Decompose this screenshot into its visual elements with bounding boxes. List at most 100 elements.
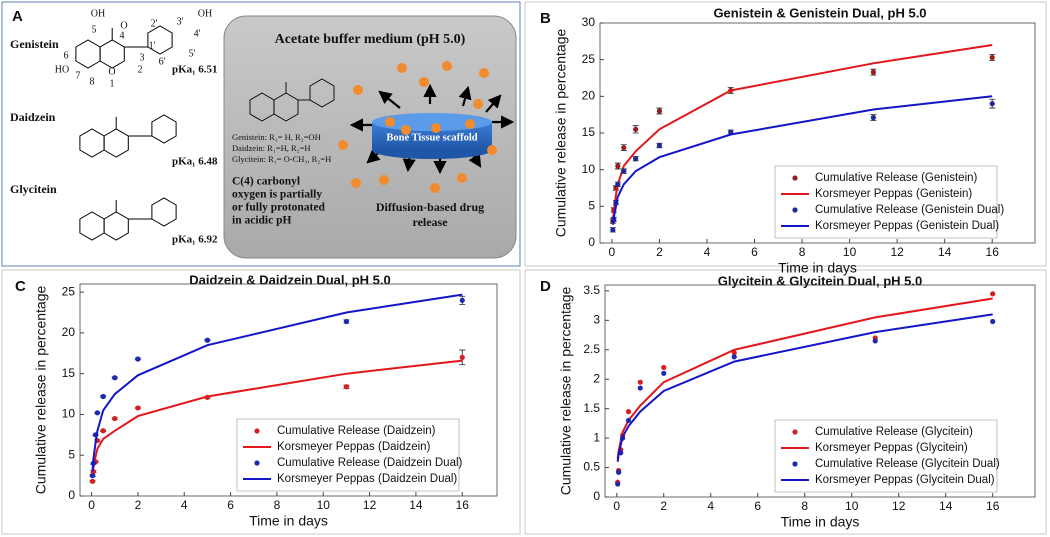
x-tick-label: 8 bbox=[801, 499, 808, 513]
box-title: Acetate buffer medium (pH 5.0) bbox=[275, 32, 466, 47]
y-tick-label: 10 bbox=[582, 162, 596, 176]
x-tick-label: 2 bbox=[660, 499, 667, 513]
x-tick-label: 8 bbox=[799, 245, 806, 259]
atom-label: O bbox=[120, 20, 127, 31]
release-line: Diffusion-based drug bbox=[376, 200, 484, 214]
atom-label: HO bbox=[55, 64, 69, 75]
data-point bbox=[989, 101, 995, 107]
data-point bbox=[89, 478, 96, 484]
data-point bbox=[625, 417, 632, 424]
data-point bbox=[615, 181, 621, 187]
panel-frame bbox=[524, 269, 1047, 535]
y-tick-label: 10 bbox=[62, 407, 76, 421]
atom-label: 7 bbox=[76, 70, 81, 81]
y-tick-label: 0.5 bbox=[583, 460, 600, 474]
legend-label: Korsmeyer Peppas (Glycitein) bbox=[815, 442, 968, 454]
scaffold-label: Bone Tissue scaffold bbox=[386, 132, 477, 143]
fit-line bbox=[91, 293, 463, 472]
data-point bbox=[870, 115, 876, 121]
data-point bbox=[661, 364, 667, 371]
ring bbox=[75, 39, 101, 69]
data-point bbox=[94, 410, 100, 416]
fit-line bbox=[616, 313, 993, 462]
mini-structure bbox=[249, 78, 335, 122]
data-point bbox=[661, 370, 667, 376]
atom-label: 3' bbox=[177, 16, 184, 27]
x-tick-label: 10 bbox=[317, 498, 331, 512]
data-point bbox=[343, 384, 350, 390]
x-tick-label: 4 bbox=[707, 499, 714, 513]
data-point bbox=[633, 126, 639, 132]
legend-box bbox=[774, 419, 998, 493]
y-tick-label: 1 bbox=[593, 430, 600, 444]
legend-swatch bbox=[792, 207, 798, 213]
data-point bbox=[625, 409, 632, 415]
atom-label: 6' bbox=[159, 56, 166, 67]
fit-line bbox=[611, 95, 993, 225]
legend-label: Cumulative Release (Daidzein) bbox=[277, 425, 436, 437]
y-tick-label: 0 bbox=[588, 235, 595, 249]
atom-label: 6 bbox=[64, 50, 69, 61]
note-line: or fully protonated bbox=[232, 202, 325, 214]
x-axis-label: Time in days bbox=[249, 513, 328, 529]
panel-label: A bbox=[12, 8, 23, 25]
data-point bbox=[731, 354, 737, 360]
data-point bbox=[100, 393, 106, 400]
x-tick-label: 2 bbox=[135, 498, 142, 512]
y-tick-label: 20 bbox=[62, 325, 76, 339]
x-tick-label: 4 bbox=[181, 498, 188, 512]
ring bbox=[147, 25, 173, 55]
y-tick-label: 15 bbox=[582, 125, 596, 139]
ring bbox=[79, 211, 105, 241]
y-tick-label: 15 bbox=[62, 366, 76, 380]
x-tick-label: 0 bbox=[613, 499, 620, 513]
panel-frame bbox=[1, 269, 521, 535]
plot-box bbox=[604, 284, 1036, 498]
atom-label: 1 bbox=[110, 78, 115, 89]
x-axis-label: Time in days bbox=[781, 514, 860, 530]
data-point bbox=[615, 481, 621, 487]
y-tick-label: 30 bbox=[582, 15, 596, 29]
panel-label: D bbox=[540, 278, 551, 295]
data-point bbox=[633, 156, 639, 162]
compound-name: Genistein bbox=[10, 37, 59, 51]
data-point bbox=[990, 318, 996, 325]
x-tick-label: 8 bbox=[274, 498, 281, 512]
legend-label: Korsmeyer Peppas (Daidzein Dual) bbox=[277, 473, 457, 485]
note-line: C(4) carbonyl bbox=[232, 176, 300, 188]
data-point bbox=[872, 338, 878, 344]
data-point bbox=[135, 405, 141, 411]
y-tick-label: 3 bbox=[593, 313, 600, 327]
legend-label: Cumulative Release (Daidzein Dual) bbox=[277, 457, 463, 469]
y-tick-label: 0 bbox=[68, 488, 75, 502]
legend-label: Korsmeyer Peppas (Glycitein Dual) bbox=[815, 474, 995, 486]
legend-label: Korsmeyer Peppas (Genistein) bbox=[815, 188, 972, 200]
data-point bbox=[656, 142, 663, 149]
ring bbox=[79, 128, 105, 158]
ring bbox=[151, 197, 177, 227]
data-point bbox=[343, 318, 350, 325]
panel-a: A Acetate buffer medium (pH 5.0) Bone Ti… bbox=[12, 8, 517, 259]
buffer-box bbox=[223, 15, 517, 259]
atom-label: 5 bbox=[92, 24, 97, 35]
x-tick-label: 0 bbox=[88, 498, 95, 512]
y-tick-label: 2.5 bbox=[583, 342, 600, 356]
legend-swatch bbox=[254, 428, 260, 434]
data-point bbox=[204, 337, 211, 343]
legend-label: Cumulative Release (Glycitein Dual) bbox=[815, 458, 1000, 470]
atom-label: 2' bbox=[151, 18, 158, 29]
data-point bbox=[112, 375, 118, 381]
chart-title: Glycitein & Glycitein Dual, pH 5.0 bbox=[718, 273, 922, 288]
release-arrows bbox=[349, 83, 515, 175]
x-tick-label: 6 bbox=[751, 245, 758, 259]
legend-label: Korsmeyer Peppas (Daidzein) bbox=[277, 441, 431, 453]
legend-box bbox=[236, 418, 460, 492]
x-tick-label: 14 bbox=[409, 498, 423, 512]
data-point bbox=[610, 227, 616, 233]
legend-label: Cumulative Release (Glycitein) bbox=[815, 426, 973, 438]
pka: pKa₁ 6.92 bbox=[172, 234, 218, 246]
atom-label: 2 bbox=[138, 64, 143, 75]
